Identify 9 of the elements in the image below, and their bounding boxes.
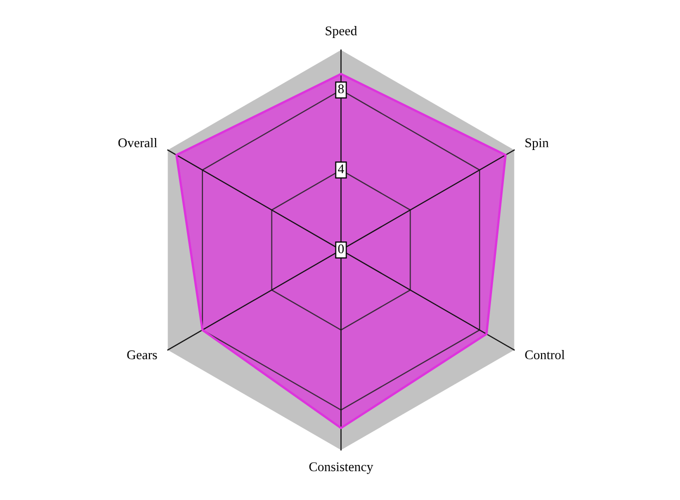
spoke-label: Speed — [326, 26, 357, 38]
y-tick-label: 4 — [338, 164, 344, 174]
spoke-label: Spin — [525, 138, 549, 150]
y-tick-label: 8 — [338, 84, 344, 94]
spoke-label: Consistency — [309, 462, 374, 474]
spoke-label: Gears — [127, 350, 157, 360]
spoke-label: Control — [525, 350, 565, 360]
y-tick-label: 0 — [338, 244, 344, 254]
spoke-label: Overall — [118, 138, 158, 148]
